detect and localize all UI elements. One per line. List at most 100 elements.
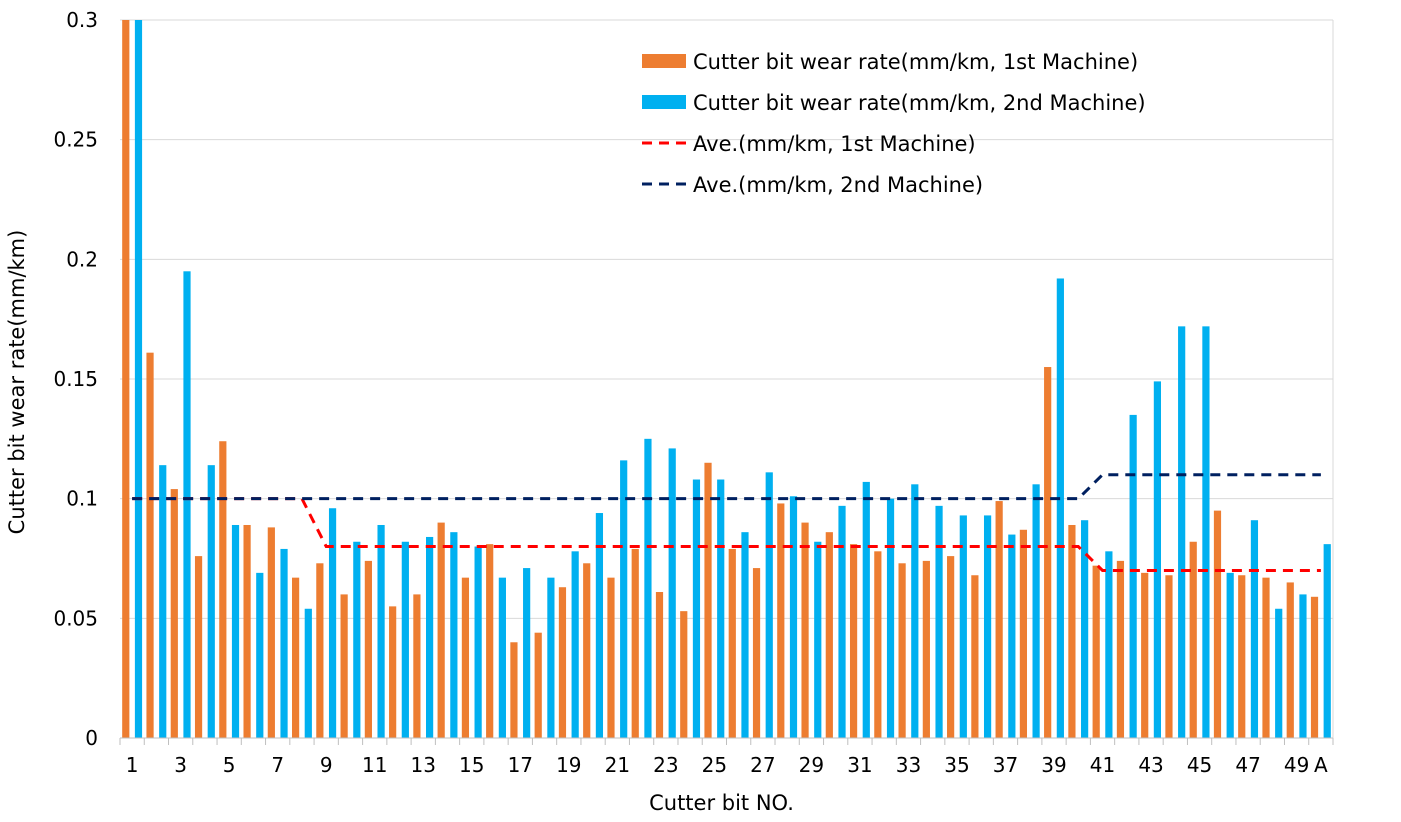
- bar-2nd-machine-38: [1032, 484, 1040, 738]
- bar-1st-machine-32: [874, 551, 882, 738]
- x-axis-title: Cutter bit NO.: [649, 791, 794, 815]
- average-lines: [132, 473, 1321, 572]
- legend-swatch-1st-bar: [642, 54, 686, 68]
- bar-2nd-machine-9: [328, 508, 337, 738]
- bar-1st-machine-30: [825, 532, 833, 738]
- bar-1st-machine-20: [583, 563, 591, 738]
- bar-1st-machine-28: [777, 503, 785, 738]
- x-tick-label: 27: [750, 753, 775, 777]
- bar-2nd-machine-15: [474, 546, 482, 738]
- y-tick-label: 0.15: [53, 367, 98, 391]
- legend: Cutter bit wear rate(mm/km, 1st Machine)…: [642, 50, 1146, 197]
- bar-2nd-machine-33: [911, 484, 919, 738]
- bar-1st-machine-8: [292, 577, 300, 738]
- axes: 00.050.10.150.20.250.31 3 5 7 9 11 13 15 17 19 21 2…: [53, 8, 1334, 777]
- bar-2nd-machine-31: [862, 481, 870, 738]
- bar-1st-machine-31: [849, 544, 858, 738]
- x-tick-label: 45: [1187, 753, 1212, 777]
- x-tick-label: 17: [508, 753, 533, 777]
- bar-2nd-machine-22: [644, 438, 652, 738]
- bar-2nd-machine-25: [717, 479, 725, 738]
- bar-1st-machine-40: [1068, 524, 1076, 738]
- bar-1st-machine-29: [801, 522, 809, 738]
- bar-2nd-machine-46: [1226, 572, 1234, 738]
- bar-1st-machine-A: [1310, 596, 1319, 738]
- bar-1st-machine-26: [728, 548, 736, 738]
- bar-1st-machine-42: [1116, 560, 1125, 738]
- bar-1st-machine-46: [1213, 510, 1222, 738]
- legend-label-1st-bar: Cutter bit wear rate(mm/km, 1st Machine): [693, 50, 1138, 74]
- bar-2nd-machine-2: [159, 465, 167, 738]
- bar-1st-machine-47: [1238, 575, 1246, 738]
- x-tick-label: 37: [993, 753, 1018, 777]
- bar-1st-machine-3: [170, 489, 178, 738]
- bar-1st-machine-39: [1044, 367, 1052, 738]
- bar-2nd-machine-42: [1129, 414, 1137, 738]
- bar-1st-machine-1: [122, 20, 130, 738]
- bar-1st-machine-10: [340, 594, 348, 738]
- bar-2nd-machine-A: [1323, 544, 1331, 738]
- bar-1st-machine-11: [364, 560, 372, 738]
- bar-1st-machine-2: [146, 352, 154, 738]
- bar-2nd-machine-40: [1081, 520, 1089, 738]
- bar-2nd-machine-41: [1105, 551, 1113, 738]
- bar-2nd-machine-5: [231, 524, 240, 738]
- bar-2nd-machine-43: [1153, 381, 1161, 738]
- bar-2nd-machine-39: [1056, 278, 1064, 738]
- bar-2nd-machine-10: [353, 541, 361, 738]
- bar-2nd-machine-17: [523, 568, 531, 738]
- bar-2nd-machine-12: [401, 541, 409, 738]
- bar-2nd-machine-32: [886, 498, 895, 738]
- x-tick-label: 11: [362, 753, 387, 777]
- y-tick-label: 0: [85, 726, 98, 750]
- bar-2nd-machine-20: [595, 513, 604, 738]
- bar-1st-machine-34: [922, 560, 930, 738]
- y-tick-label: 0.1: [66, 487, 98, 511]
- x-tick-label: 23: [653, 753, 678, 777]
- bars: [122, 20, 1331, 738]
- y-tick-label: 0.3: [66, 8, 98, 32]
- bar-2nd-machine-28: [789, 496, 798, 738]
- bar-1st-machine-12: [389, 606, 397, 738]
- x-tick-label: 3: [174, 753, 187, 777]
- x-tick-label: 7: [271, 753, 284, 777]
- y-axis-title: Cutter bit wear rate(mm/km): [5, 230, 29, 535]
- x-tick-label: 25: [702, 753, 727, 777]
- bar-1st-machine-25: [704, 462, 712, 738]
- legend-label-1st-avg: Ave.(mm/km, 1st Machine): [693, 132, 976, 156]
- bar-2nd-machine-34: [935, 505, 943, 738]
- bar-2nd-machine-26: [741, 532, 749, 738]
- legend-label-2nd-avg: Ave.(mm/km, 2nd Machine): [693, 173, 983, 197]
- grid-lines: [120, 19, 1334, 738]
- x-tick-label: 39: [1041, 753, 1066, 777]
- bar-1st-machine-18: [534, 632, 542, 738]
- bar-2nd-machine-7: [280, 548, 288, 738]
- y-tick-label: 0.2: [66, 247, 98, 271]
- x-tick-label: A: [1314, 753, 1328, 777]
- bar-2nd-machine-16: [498, 577, 506, 738]
- bar-2nd-machine-4: [207, 465, 215, 738]
- bar-1st-machine-49: [1286, 582, 1294, 738]
- bar-1st-machine-17: [510, 642, 518, 738]
- bar-1st-machine-41: [1092, 565, 1100, 738]
- bar-1st-machine-38: [1019, 529, 1027, 738]
- bar-2nd-machine-13: [426, 536, 434, 738]
- bar-1st-machine-27: [752, 568, 761, 738]
- x-tick-label: 31: [847, 753, 872, 777]
- x-tick-label: 41: [1090, 753, 1115, 777]
- bar-2nd-machine-21: [620, 460, 628, 738]
- bar-2nd-machine-8: [304, 608, 312, 738]
- bar-2nd-machine-37: [1008, 534, 1016, 738]
- legend-label-2nd-bar: Cutter bit wear rate(mm/km, 2nd Machine): [693, 91, 1146, 115]
- bar-1st-machine-33: [898, 563, 906, 738]
- bar-2nd-machine-24: [692, 479, 701, 738]
- y-tick-label: 0.25: [53, 128, 98, 152]
- x-tick-label: 35: [944, 753, 969, 777]
- bar-2nd-machine-49: [1299, 594, 1307, 738]
- x-tick-label: 1: [126, 753, 139, 777]
- bar-1st-machine-36: [971, 575, 979, 738]
- bar-2nd-machine-18: [547, 577, 555, 738]
- bar-2nd-machine-35: [959, 515, 967, 738]
- x-tick-label: 43: [1138, 753, 1163, 777]
- bar-1st-machine-44: [1165, 575, 1173, 738]
